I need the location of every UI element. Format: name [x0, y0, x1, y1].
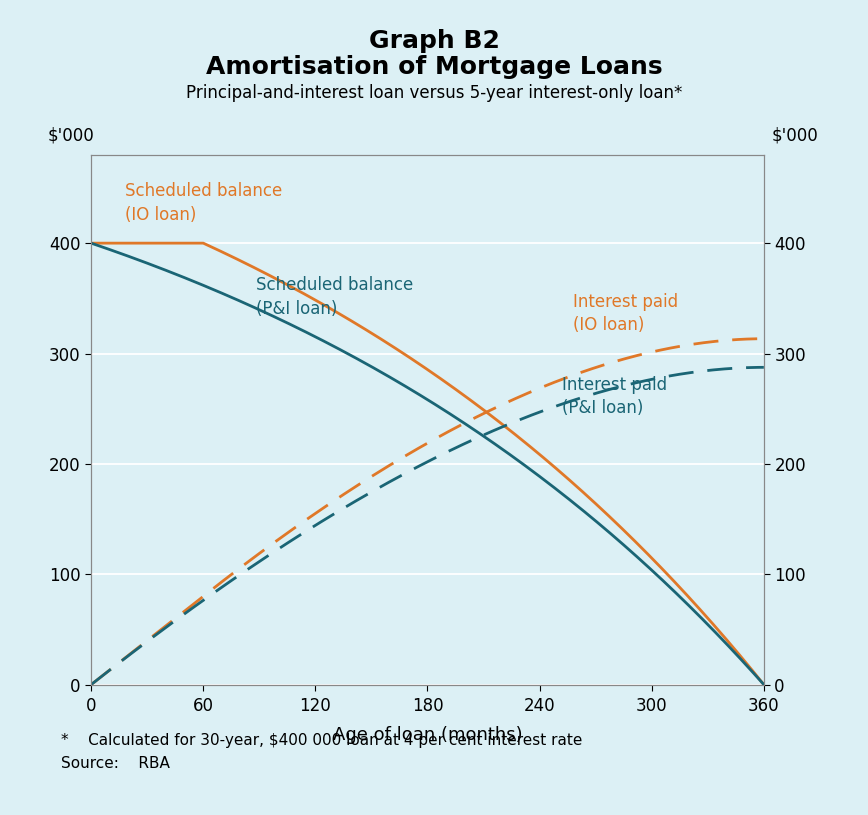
Text: Interest paid
(IO loan): Interest paid (IO loan): [573, 293, 679, 334]
Text: Principal-and-interest loan versus 5-year interest-only loan*: Principal-and-interest loan versus 5-yea…: [186, 84, 682, 102]
Text: Scheduled balance
(IO loan): Scheduled balance (IO loan): [125, 183, 282, 224]
Text: Scheduled balance
(P&I loan): Scheduled balance (P&I loan): [255, 276, 413, 318]
Text: Graph B2: Graph B2: [369, 29, 499, 52]
Text: *    Calculated for 30-year, $400 000 loan at 4 per cent interest rate: * Calculated for 30-year, $400 000 loan …: [61, 734, 582, 748]
Text: $'000: $'000: [48, 126, 94, 144]
Text: Interest paid
(P&I loan): Interest paid (P&I loan): [562, 376, 667, 417]
Text: Source:    RBA: Source: RBA: [61, 756, 169, 771]
X-axis label: Age of loan (months): Age of loan (months): [332, 726, 523, 744]
Text: Amortisation of Mortgage Loans: Amortisation of Mortgage Loans: [206, 55, 662, 79]
Text: $'000: $'000: [772, 126, 819, 144]
